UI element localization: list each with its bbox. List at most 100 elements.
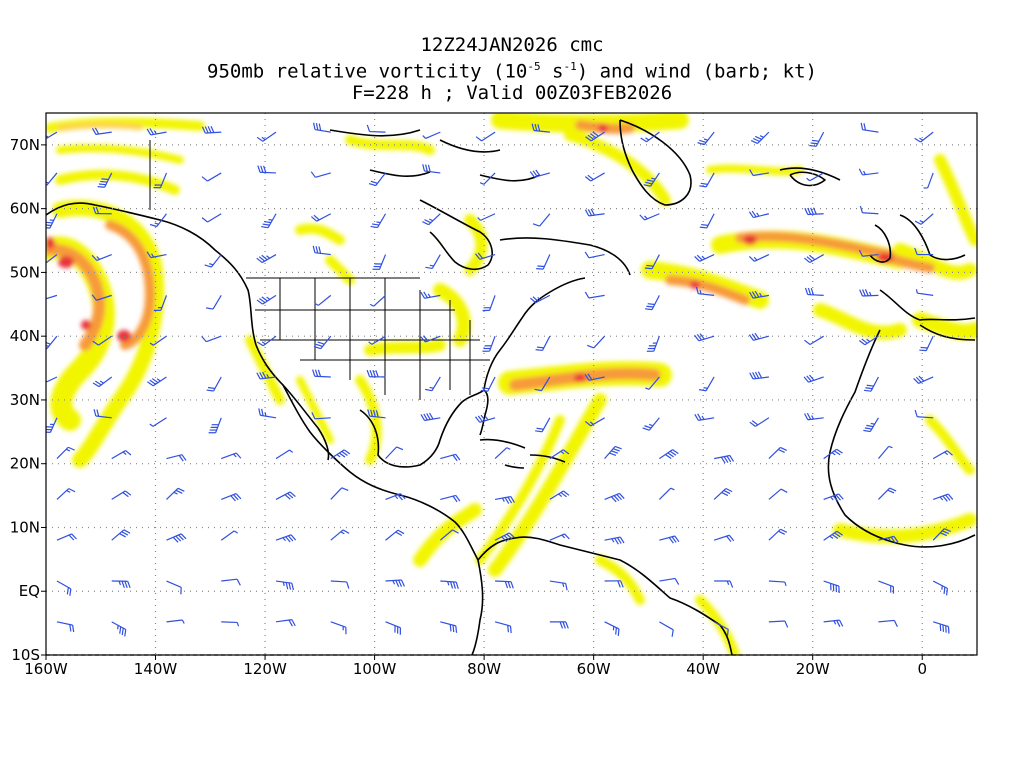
wind-barb	[479, 172, 496, 185]
wind-barb	[858, 168, 879, 176]
wind-barb	[166, 533, 187, 543]
wind-barb	[477, 213, 496, 221]
wind-barb	[372, 254, 387, 270]
wind-barb	[915, 289, 934, 296]
wind-barb	[823, 619, 844, 627]
wind-barb	[768, 446, 787, 460]
lon-tick-label: 160W	[24, 660, 68, 678]
wind-barb	[420, 335, 441, 343]
wind-barb	[475, 414, 496, 423]
wind-barb	[56, 621, 75, 633]
wind-barb	[221, 452, 242, 460]
wind-barb	[422, 213, 441, 226]
lon-tick-label: 120W	[243, 660, 287, 678]
wind-barb	[147, 376, 167, 387]
wind-barb	[201, 213, 222, 223]
wind-barb	[166, 487, 185, 500]
wind-barb	[804, 335, 824, 346]
wind-barb	[256, 131, 277, 142]
wind-barb	[257, 165, 277, 174]
wind-barb	[366, 369, 386, 378]
wind-barb	[275, 619, 296, 627]
wind-barb	[475, 252, 496, 260]
wind-barb	[166, 580, 182, 595]
wind-barb	[46, 131, 58, 140]
wind-barb	[91, 294, 112, 301]
wind-barb	[713, 621, 729, 637]
wind-barb	[111, 450, 132, 460]
wind-barb	[92, 376, 113, 388]
wind-barb	[878, 580, 895, 594]
wind-barb	[549, 449, 570, 460]
wind-barb	[56, 580, 72, 596]
lon-tick-label: 80W	[467, 660, 501, 678]
wind-barb	[310, 213, 332, 222]
wind-barb	[166, 619, 185, 624]
wind-barb	[368, 172, 387, 187]
wind-barb	[694, 333, 715, 342]
wind-barb	[314, 294, 332, 306]
wind-barb	[494, 447, 511, 460]
wind-barb	[532, 213, 551, 227]
wind-barb	[549, 490, 570, 500]
lat-tick-label: 50N	[10, 263, 40, 281]
wind-barb	[530, 294, 551, 304]
wind-barb	[531, 123, 550, 133]
wind-barb	[311, 412, 331, 420]
wind-barb	[697, 131, 715, 146]
wind-barb	[699, 376, 715, 392]
wind-barb	[46, 172, 58, 186]
wind-barb	[275, 534, 297, 543]
wind-barb	[549, 580, 568, 591]
wind-barb	[275, 580, 295, 591]
wind-barb	[256, 335, 277, 347]
wind-barb	[201, 125, 222, 134]
wind-barb	[425, 254, 441, 270]
wind-barb	[494, 495, 515, 504]
wind-barb	[604, 445, 622, 459]
wind-barb	[149, 335, 167, 346]
wind-barb	[749, 290, 769, 299]
wind-barb	[482, 295, 496, 312]
wind-barb	[659, 621, 674, 637]
wind-barb	[933, 621, 950, 634]
wind-barb	[863, 417, 879, 433]
wind-barb	[549, 533, 570, 541]
wind-barb	[534, 376, 551, 392]
wind-barb	[923, 172, 934, 189]
wind-barb	[699, 213, 715, 229]
wind-barb	[420, 291, 441, 299]
wind-barb	[92, 206, 112, 215]
title-run: 12Z24JAN2026 cmc	[420, 34, 604, 56]
title-variable: 950mb relative vorticity (10-5 s-1) and …	[207, 60, 817, 83]
wind-barb	[860, 122, 879, 133]
lat-tick-label: 70N	[10, 136, 40, 154]
wind-barb	[97, 172, 113, 188]
wind-barb	[166, 454, 187, 462]
wind-barb	[823, 493, 844, 502]
coastlines	[46, 119, 976, 655]
map-title: 12Z24JAN2026 cmc 950mb relative vorticit…	[0, 34, 1024, 104]
wind-barb	[258, 408, 277, 419]
wind-barb	[201, 172, 222, 182]
lat-tick-label: 40N	[10, 327, 40, 345]
wind-barb	[440, 621, 458, 633]
wind-barb	[385, 493, 406, 501]
wind-barb	[658, 487, 675, 500]
wind-barb	[809, 131, 825, 147]
wind-barb	[714, 454, 735, 464]
wind-barb	[146, 128, 167, 136]
wind-barb	[713, 534, 735, 542]
wind-barb	[823, 530, 843, 541]
wind-barb	[46, 417, 58, 434]
wind-barb	[713, 487, 733, 500]
wind-barb	[645, 376, 660, 390]
wind-barb	[748, 254, 770, 262]
wind-barb	[806, 172, 824, 182]
wind-barb	[480, 376, 496, 392]
wind-barb	[256, 371, 277, 380]
wind-barb	[111, 621, 127, 637]
wind-barb	[313, 335, 332, 350]
wind-barb	[495, 580, 514, 589]
